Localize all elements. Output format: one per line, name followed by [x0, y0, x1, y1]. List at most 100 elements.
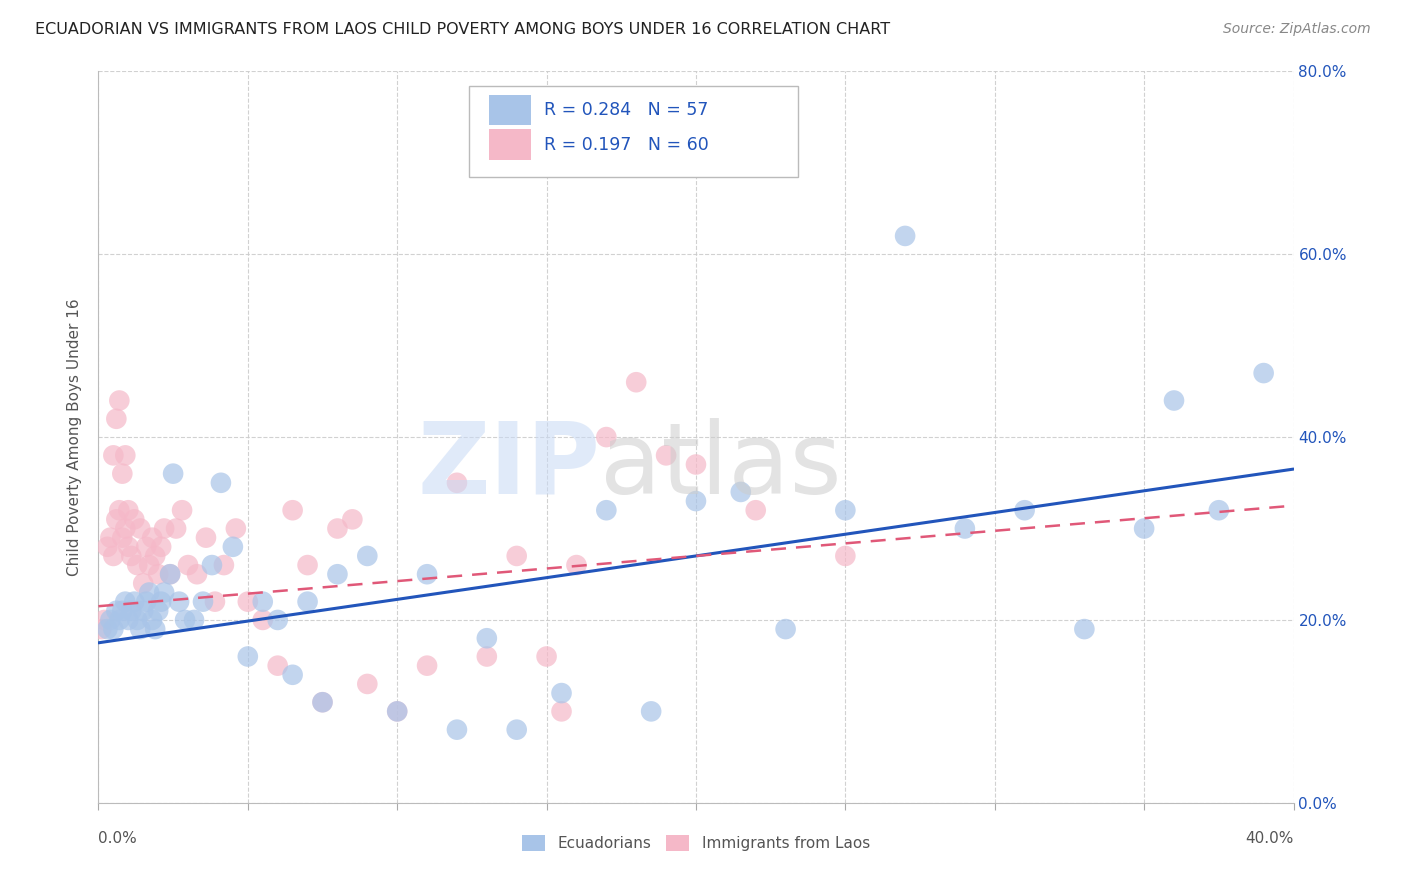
Point — [105, 412, 128, 426]
Point — [153, 521, 176, 535]
Text: 40.0%: 40.0% — [1246, 831, 1294, 846]
Point — [595, 430, 617, 444]
Point — [111, 467, 134, 481]
Point — [281, 667, 304, 681]
Point — [267, 658, 290, 673]
Text: ECUADORIAN VS IMMIGRANTS FROM LAOS CHILD POVERTY AMONG BOYS UNDER 16 CORRELATION: ECUADORIAN VS IMMIGRANTS FROM LAOS CHILD… — [35, 22, 890, 37]
Point — [297, 594, 319, 608]
Point — [326, 521, 349, 535]
Point — [159, 567, 181, 582]
Point — [138, 585, 160, 599]
Point — [894, 229, 917, 244]
Point — [135, 540, 157, 554]
Legend: Ecuadorians, Immigrants from Laos: Ecuadorians, Immigrants from Laos — [516, 830, 876, 857]
Point — [685, 458, 707, 472]
Point — [834, 549, 856, 563]
Point — [416, 567, 439, 582]
Point — [236, 649, 259, 664]
Point — [834, 503, 856, 517]
Text: 0.0%: 0.0% — [98, 831, 138, 846]
Point — [111, 604, 134, 618]
Point — [96, 540, 118, 554]
Point — [174, 613, 197, 627]
Point — [165, 521, 187, 535]
Point — [153, 585, 176, 599]
Point — [108, 393, 131, 408]
Point — [536, 649, 558, 664]
Point — [141, 613, 163, 627]
FancyBboxPatch shape — [470, 86, 797, 178]
Point — [385, 705, 409, 719]
Point — [114, 521, 136, 535]
Point — [730, 485, 752, 500]
Point — [167, 594, 190, 608]
Point — [1163, 393, 1185, 408]
Point — [745, 503, 768, 517]
Point — [114, 448, 136, 462]
Point — [222, 540, 245, 554]
Point — [93, 613, 115, 627]
Point — [252, 594, 274, 608]
Point — [111, 531, 134, 545]
Point — [1014, 503, 1036, 517]
Point — [132, 576, 155, 591]
Point — [108, 613, 131, 627]
Point — [186, 567, 208, 582]
Point — [127, 558, 149, 573]
Point — [685, 494, 707, 508]
Point — [595, 503, 617, 517]
Point — [177, 558, 200, 573]
Point — [640, 705, 662, 719]
Point — [446, 475, 468, 490]
Point — [195, 531, 218, 545]
Point — [201, 558, 224, 573]
Point — [105, 604, 128, 618]
Point — [141, 531, 163, 545]
Point — [105, 512, 128, 526]
Point — [311, 695, 333, 709]
Point — [150, 594, 173, 608]
Point — [297, 558, 319, 573]
Point — [98, 613, 122, 627]
Point — [135, 594, 157, 608]
Point — [311, 695, 333, 709]
Point — [162, 467, 184, 481]
Point — [1073, 622, 1095, 636]
Point — [775, 622, 797, 636]
Point — [550, 705, 572, 719]
Point — [506, 723, 529, 737]
Text: Source: ZipAtlas.com: Source: ZipAtlas.com — [1223, 22, 1371, 37]
FancyBboxPatch shape — [489, 129, 531, 160]
Point — [117, 540, 139, 554]
Point — [356, 549, 378, 563]
Y-axis label: Child Poverty Among Boys Under 16: Child Poverty Among Boys Under 16 — [67, 298, 83, 576]
Point — [103, 622, 125, 636]
Point — [212, 558, 235, 573]
Point — [506, 549, 529, 563]
Point — [1253, 366, 1275, 380]
Point — [120, 604, 142, 618]
Point — [117, 613, 139, 627]
Point — [416, 658, 439, 673]
Point — [148, 567, 170, 582]
Point — [138, 558, 160, 573]
Text: R = 0.197   N = 60: R = 0.197 N = 60 — [544, 136, 709, 153]
Point — [267, 613, 290, 627]
Point — [953, 521, 976, 535]
Point — [236, 594, 259, 608]
Point — [96, 622, 118, 636]
Point — [108, 503, 131, 517]
Point — [143, 549, 166, 563]
Point — [148, 604, 170, 618]
Text: ZIP: ZIP — [418, 417, 600, 515]
Point — [385, 705, 409, 719]
Text: atlas: atlas — [600, 417, 842, 515]
Point — [114, 594, 136, 608]
Point — [326, 567, 349, 582]
Point — [565, 558, 588, 573]
Point — [281, 503, 304, 517]
Point — [150, 540, 173, 554]
Point — [129, 622, 152, 636]
Point — [191, 594, 214, 608]
Point — [209, 475, 232, 490]
